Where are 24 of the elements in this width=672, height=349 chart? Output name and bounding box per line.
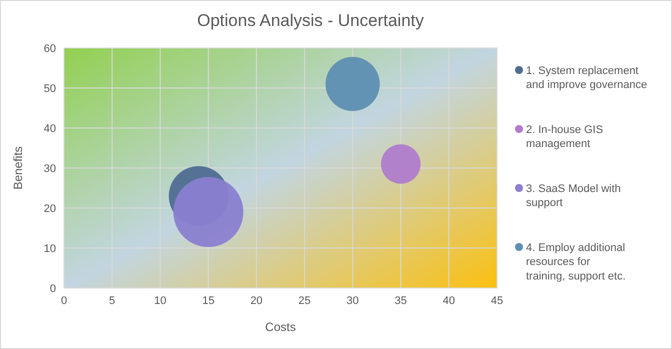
y-axis-title: Benefits [11,146,25,190]
y-tick-label: 10 [44,242,56,255]
y-tick-label: 60 [44,42,56,55]
x-tick-label: 30 [346,295,359,307]
legend-label: 2. In-house GIS management [526,124,604,150]
x-tick-label: 45 [490,295,504,307]
x-tick-label: 40 [442,295,456,307]
x-tick-label: 15 [202,295,214,307]
x-tick-label: 20 [250,295,263,307]
y-tick-label: 40 [44,122,56,135]
x-tick-label: 5 [109,295,116,307]
legend-label: 4. Employ additional resources for training, support etc. [526,242,626,282]
y-tick-label: 50 [44,82,56,95]
legend-label: 1. System replacement and improve governance [526,64,648,92]
x-tick-label: 0 [60,295,68,307]
legend-label: 3. SaaS Model with support [526,182,621,210]
x-tick-label: 35 [394,295,407,307]
y-tick-label: 20 [44,202,56,215]
y-tick-label: 0 [50,282,56,295]
x-axis-title: Costs [265,320,296,334]
chart-title: Options Analysis - Uncertainty [197,11,424,30]
x-tick-label: 10 [154,295,166,307]
y-tick-label: 30 [44,162,56,175]
x-tick-label: 25 [298,295,311,307]
